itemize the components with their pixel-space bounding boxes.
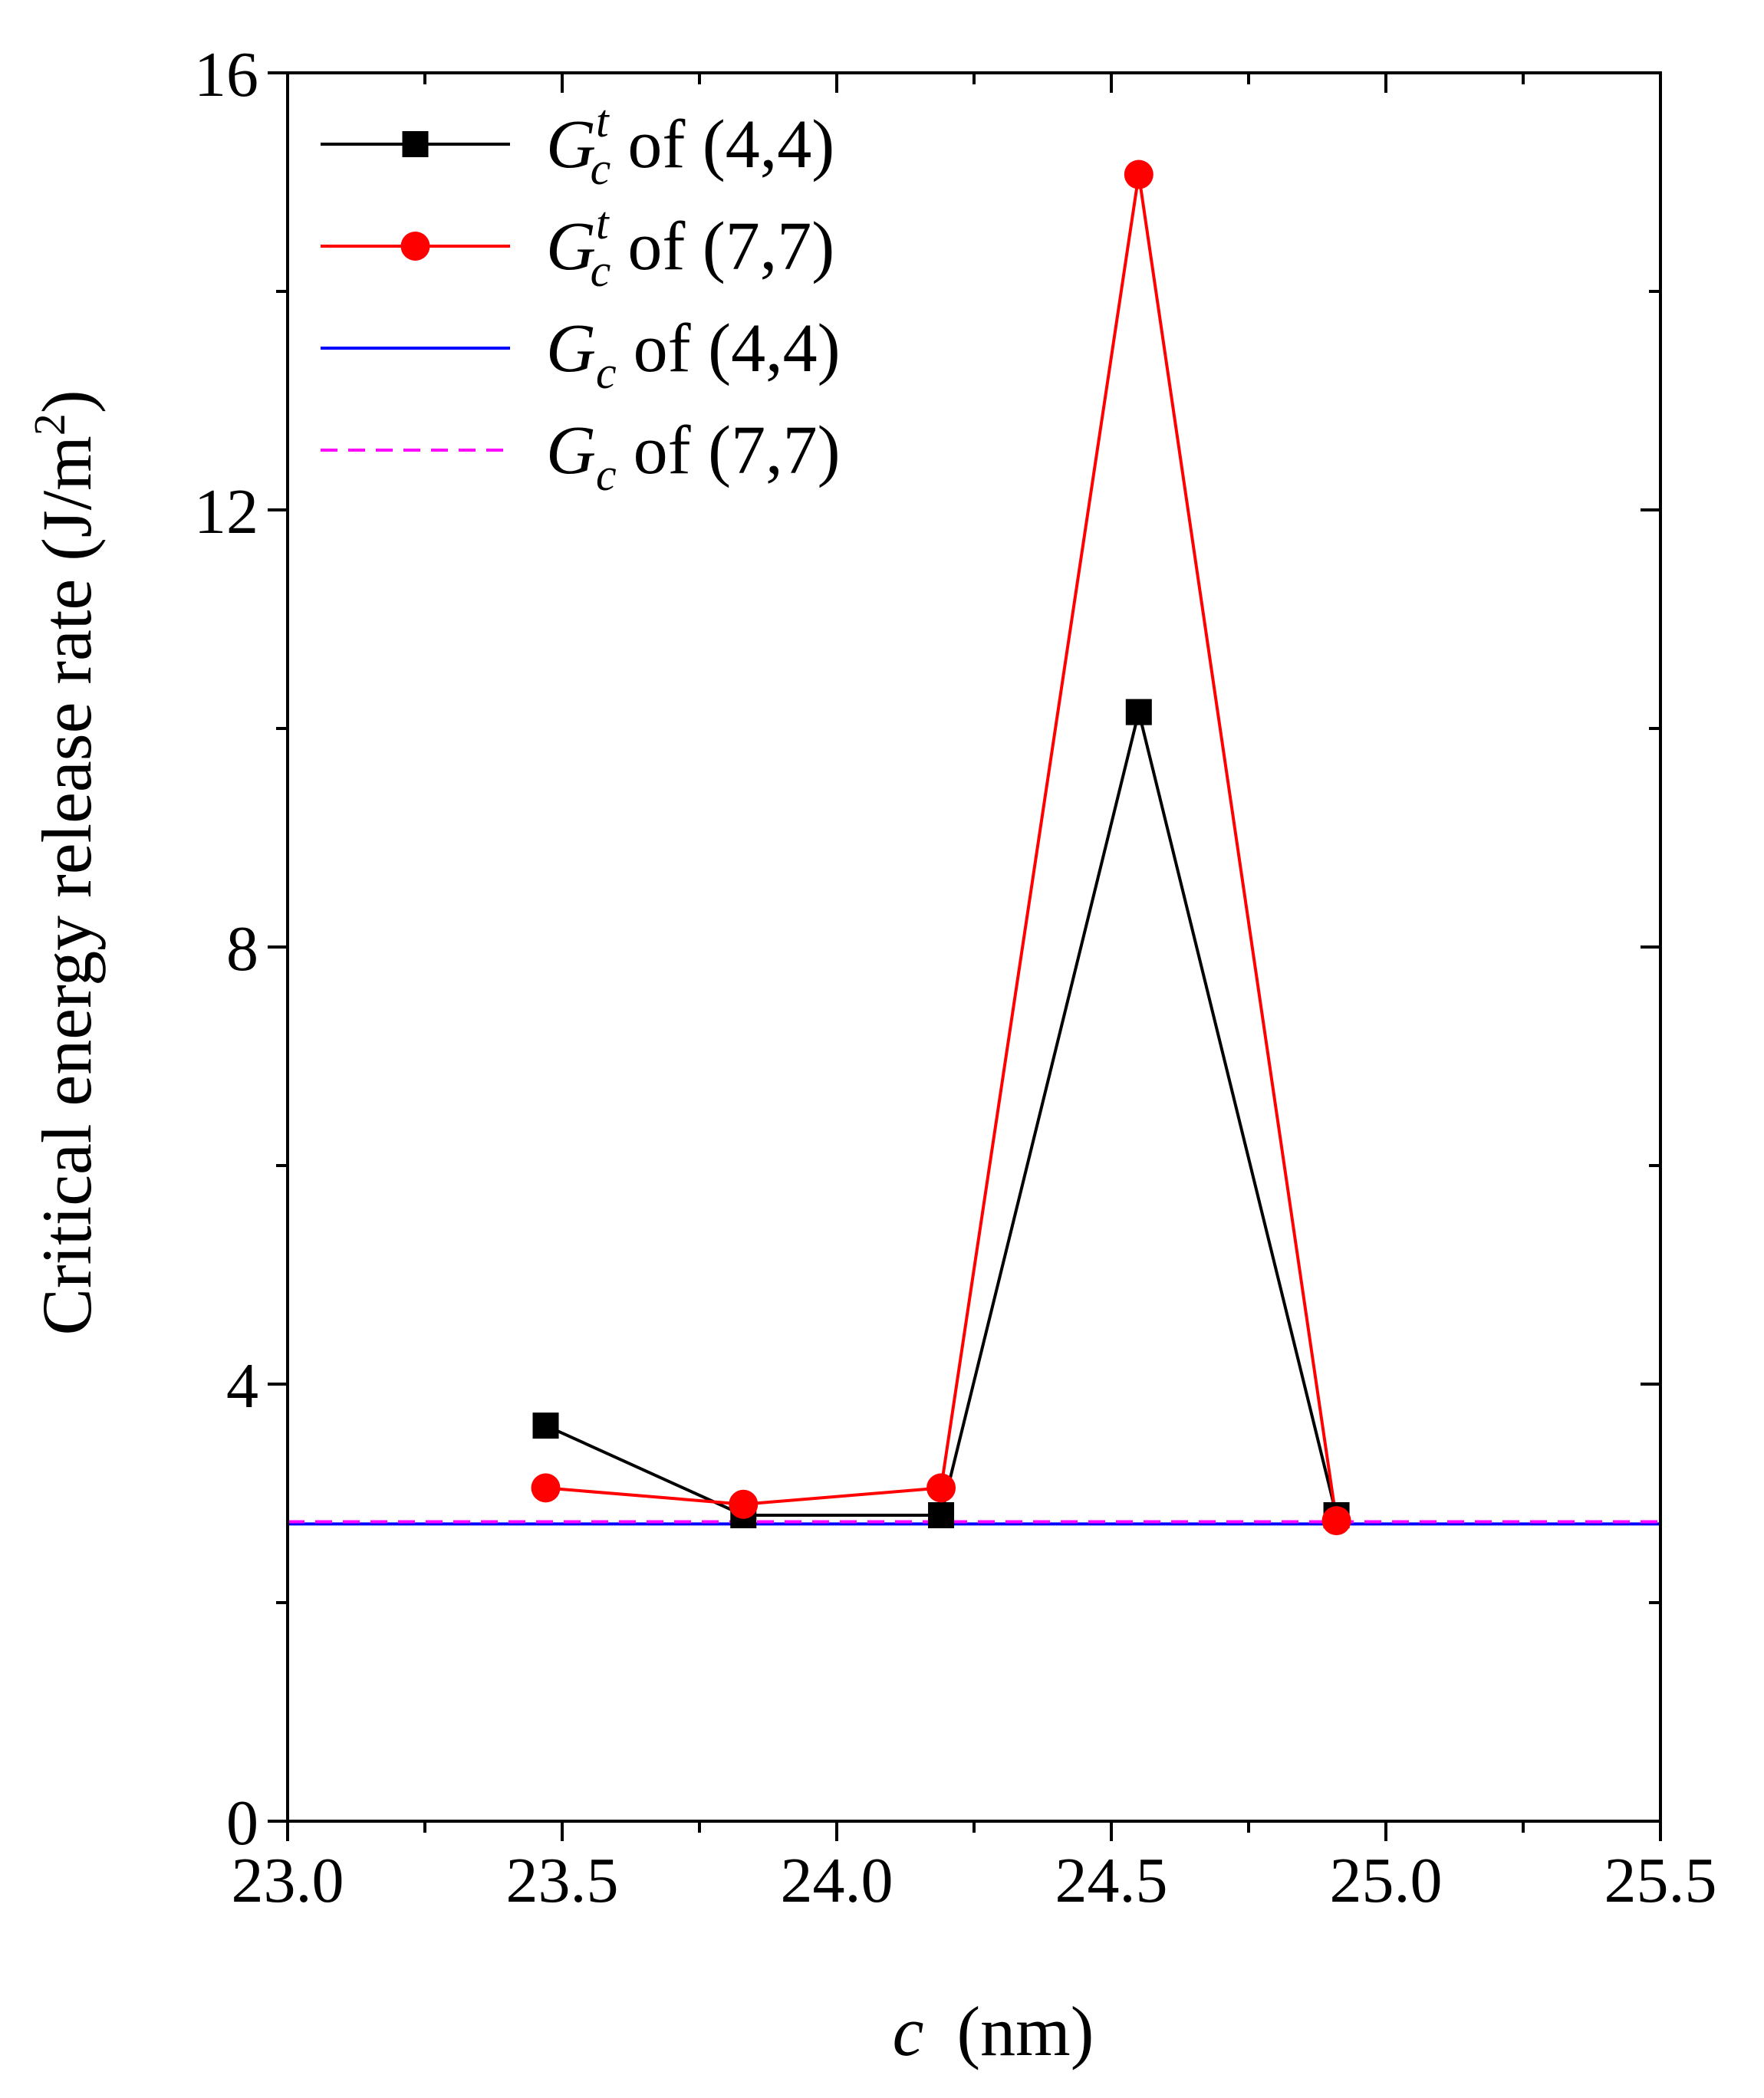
data-point-square (532, 1412, 559, 1439)
legend-marker-circle (400, 232, 430, 261)
x-tick-label: 24.5 (1055, 1845, 1168, 1916)
legend-subscript: c (591, 143, 611, 194)
y-axis-label: Critical energy release rate (J/m2) (25, 390, 106, 1336)
legend: Gt c of (4,4)Gt c of (7,7)Gc of (4,4)Gc of (7,… (321, 96, 841, 500)
axis-labels: c (nm) Critical energy release rate (J/m… (25, 390, 1094, 2070)
legend-marker-square (402, 131, 429, 157)
legend-symbol: G (546, 209, 596, 284)
data-point-circle (531, 1473, 561, 1503)
legend-superscript: t (596, 198, 610, 248)
legend-superscript: t (596, 96, 610, 146)
data-point-circle (1124, 159, 1154, 189)
x-tick-label: 25.5 (1604, 1845, 1717, 1916)
x-tick-label: 25.0 (1330, 1845, 1443, 1916)
data-point-square (928, 1502, 955, 1528)
legend-label-1: Gt c of (7,7) (546, 198, 834, 296)
legend-subscript: c (591, 245, 611, 296)
data-point-square (1125, 699, 1152, 725)
legend-symbol: G (546, 413, 596, 488)
data-point-circle (926, 1473, 956, 1503)
x-axis-label: c (nm) (893, 1992, 1094, 2070)
x-axis-variable: c (893, 1992, 924, 2070)
legend-text: of (7,7) (627, 209, 834, 284)
legend-text: of (4,4) (634, 311, 841, 386)
y-axis-label-close: ) (28, 390, 106, 414)
data-point-circle (729, 1489, 759, 1519)
y-tick-label: 8 (226, 913, 258, 985)
y-tick-label: 4 (226, 1350, 258, 1422)
legend-label-3: Gc of (7,7) (546, 413, 841, 500)
legend-symbol: G (546, 311, 596, 386)
legend-text: of (4,4) (627, 107, 834, 183)
y-axis-label-superscript: 2 (25, 413, 74, 436)
legend-symbol: G (546, 107, 596, 183)
x-tick-label: 23.5 (506, 1845, 619, 1916)
axes: 23.0 23.5 24.0 24.5 25.0 25.5 0 4 8 12 16 (194, 39, 1717, 1916)
legend-text: of (7,7) (634, 413, 841, 488)
legend-label-2: Gc of (4,4) (546, 311, 841, 398)
y-axis-label-text: Critical energy release rate (J/m (28, 436, 106, 1335)
legend-subscript: c (596, 347, 617, 398)
x-tick-label: 24.0 (781, 1845, 894, 1916)
y-tick-label: 0 (226, 1787, 258, 1859)
series-line-0 (545, 712, 1338, 1517)
plot-area (288, 159, 1660, 1536)
x-axis-unit: (nm) (957, 1992, 1094, 2070)
y-tick-label: 12 (194, 476, 258, 548)
data-point-circle (1321, 1506, 1351, 1536)
plot-frame (286, 71, 1662, 1823)
x-tick-label: 23.0 (232, 1845, 344, 1916)
legend-subscript: c (596, 449, 617, 500)
legend-label-0: Gt c of (4,4) (546, 96, 834, 194)
y-tick-label: 16 (194, 39, 258, 110)
